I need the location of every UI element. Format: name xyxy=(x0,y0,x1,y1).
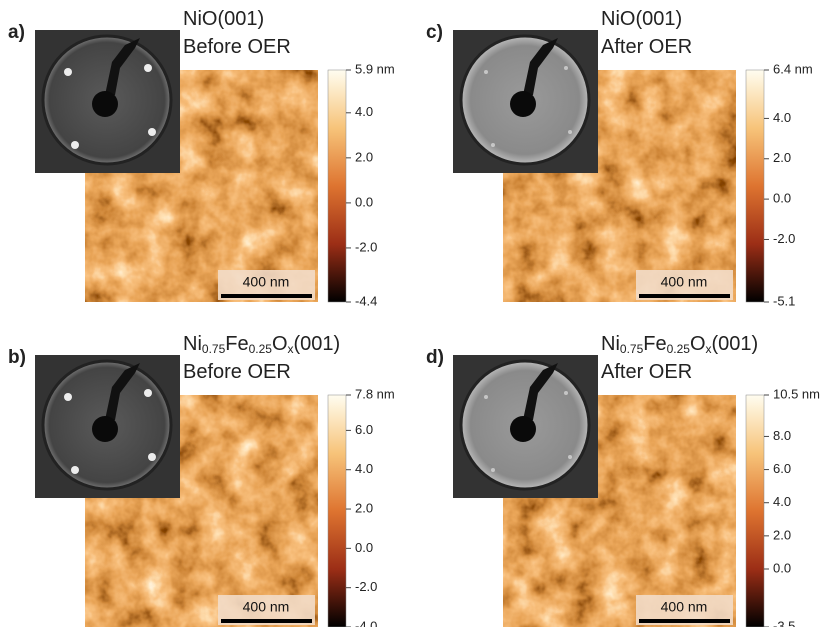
colorbar-tick-label: 0.0 xyxy=(355,540,373,555)
colorbar xyxy=(328,395,346,627)
leed-gun xyxy=(92,416,118,442)
colorbar-tick-label: 5.9 nm xyxy=(355,61,395,76)
colorbar-tick-label: 6.0 xyxy=(355,422,373,437)
panel-title: Ni0.75Fe0.25Ox(001) xyxy=(601,333,758,356)
panel-title: NiO(001) xyxy=(183,8,264,30)
scale-bar-label: 400 nm xyxy=(243,274,290,290)
title-text: Fe xyxy=(225,333,248,355)
colorbar-tick-label: 7.8 nm xyxy=(355,386,395,401)
colorbar xyxy=(328,70,346,302)
colorbar xyxy=(746,395,764,627)
leed-spot xyxy=(564,391,568,395)
panel-label: d) xyxy=(426,347,444,368)
panel-title: Before OER xyxy=(183,36,291,58)
panel: c) NiO(001) After OER 400 nm 6.4 nm 4.0 2.0 0.0… xyxy=(426,8,813,308)
colorbar-tick-label: 4.0 xyxy=(355,104,373,119)
colorbar-tick-label: 4.0 xyxy=(773,110,791,125)
panel: d) Ni0.75Fe0.25Ox(001) After OER 400 nm 10.5… xyxy=(426,333,820,627)
colorbar-tick-label: -2.0 xyxy=(355,579,377,594)
colorbar-tick-label: -2.0 xyxy=(773,231,795,246)
leed-gun xyxy=(510,416,536,442)
colorbar-tick-label: -3.5 xyxy=(773,618,795,627)
colorbar-tick-label: 2.0 xyxy=(355,149,373,164)
colorbar-tick-label: 2.0 xyxy=(355,500,373,515)
panel: a) NiO(001) Before OER 400 nm 5.9 nm 4.0 2.0 0.… xyxy=(8,8,395,308)
scale-bar-label: 400 nm xyxy=(243,599,290,615)
title-text: O xyxy=(690,333,706,355)
colorbar-tick-label: -2.0 xyxy=(355,239,377,254)
colorbar-tick-label: -4.4 xyxy=(355,293,377,308)
leed-spot xyxy=(148,453,156,461)
leed-gun xyxy=(92,91,118,117)
subscript: 0.75 xyxy=(202,342,226,356)
colorbar-tick-label: 0.0 xyxy=(773,191,791,206)
subscript: 0.25 xyxy=(667,342,691,356)
leed-spot xyxy=(71,466,79,474)
colorbar-tick-label: 0.0 xyxy=(773,560,791,575)
leed-spot xyxy=(64,68,72,76)
title-text: Ni xyxy=(183,333,202,355)
colorbar-tick-label: 0.0 xyxy=(355,194,373,209)
title-text: NiO(001) xyxy=(183,8,264,30)
scale-bar-label: 400 nm xyxy=(661,599,708,615)
scale-bar-label: 400 nm xyxy=(661,274,708,290)
colorbar-tick-label: 8.0 xyxy=(773,428,791,443)
title-text: Fe xyxy=(643,333,666,355)
subscript: 0.25 xyxy=(249,342,273,356)
leed-spot xyxy=(64,393,72,401)
leed-spot xyxy=(148,128,156,136)
title-text: Before OER xyxy=(183,36,291,58)
leed-spot xyxy=(564,66,568,70)
leed-spot xyxy=(484,395,488,399)
leed-spot xyxy=(144,389,152,397)
title-text: After OER xyxy=(601,36,692,58)
title-text: Ni xyxy=(601,333,620,355)
title-text: O xyxy=(272,333,288,355)
leed-spot xyxy=(71,141,79,149)
leed-spot xyxy=(491,143,495,147)
title-text: (001) xyxy=(294,333,341,355)
colorbar-tick-label: 4.0 xyxy=(773,494,791,509)
colorbar-tick-label: 10.5 nm xyxy=(773,386,820,401)
colorbar-tick-label: 4.0 xyxy=(355,461,373,476)
title-text: (001) xyxy=(712,333,759,355)
panel-label: b) xyxy=(8,347,26,368)
colorbar xyxy=(746,70,764,302)
colorbar-tick-label: -5.1 xyxy=(773,293,795,308)
panel-label: a) xyxy=(8,22,25,43)
leed-spot xyxy=(568,455,572,459)
panel-title: After OER xyxy=(601,36,692,58)
panel-title: After OER xyxy=(601,361,692,383)
leed-spot xyxy=(144,64,152,72)
panel-title: NiO(001) xyxy=(601,8,682,30)
title-text: After OER xyxy=(601,361,692,383)
title-text: NiO(001) xyxy=(601,8,682,30)
leed-spot xyxy=(568,130,572,134)
colorbar-tick-label: 6.4 nm xyxy=(773,61,813,76)
title-text: Before OER xyxy=(183,361,291,383)
colorbar-tick-label: 6.0 xyxy=(773,461,791,476)
colorbar-tick-label: -4.0 xyxy=(355,618,377,627)
subscript: 0.75 xyxy=(620,342,644,356)
leed-spot xyxy=(491,468,495,472)
figure: a)NiO(001)Before OER400 nm5.9 nm4.02.00.… xyxy=(0,0,829,627)
panel-label: c) xyxy=(426,22,443,43)
panel: b) Ni0.75Fe0.25Ox(001) Before OER 400 nm 7.8… xyxy=(8,333,395,627)
leed-gun xyxy=(510,91,536,117)
panel-title: Ni0.75Fe0.25Ox(001) xyxy=(183,333,340,356)
colorbar-tick-label: 2.0 xyxy=(773,150,791,165)
panel-title: Before OER xyxy=(183,361,291,383)
leed-spot xyxy=(484,70,488,74)
colorbar-tick-label: 2.0 xyxy=(773,527,791,542)
